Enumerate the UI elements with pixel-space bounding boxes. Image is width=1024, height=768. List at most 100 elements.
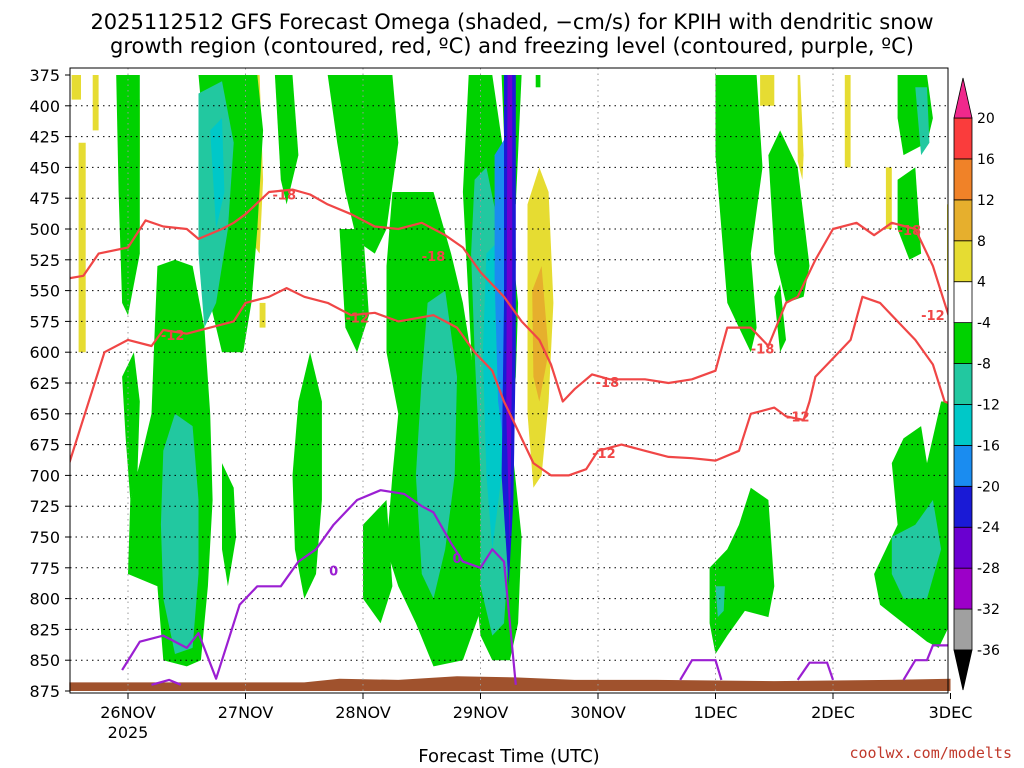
- y-tick-label: 500: [29, 220, 60, 239]
- colorbar-label: -4: [977, 316, 991, 332]
- contour-labels: -18 -18 -18 -18 -18 -12 -12 -12 -12 -12 0 0: [161, 189, 945, 580]
- omega-green: [274, 75, 299, 205]
- contour-freezing-level-extra: [796, 661, 835, 681]
- omega-yellow: [71, 75, 81, 100]
- omega-green: [874, 401, 948, 648]
- colorbar-label: 12: [977, 193, 995, 209]
- colorbar-label: -24: [977, 520, 1000, 536]
- x-tick-label: 2DEC: [811, 703, 855, 722]
- contour-label: 0: [452, 552, 461, 567]
- colorbar-band: [953, 199, 973, 242]
- colorbar-high-arrow: [953, 77, 973, 119]
- colorbar-label: -20: [977, 479, 1000, 495]
- contour-label: -12: [161, 329, 185, 344]
- contours: [70, 188, 948, 686]
- omega-purple: [506, 75, 513, 550]
- omega-teal: [715, 586, 725, 618]
- omega-yellow: [760, 75, 775, 106]
- omega-yellow: [92, 75, 99, 131]
- colorbar-label: 16: [977, 152, 995, 168]
- contour-label: -18: [422, 250, 446, 265]
- omega-teal: [915, 87, 930, 156]
- contour-label: -18: [596, 376, 620, 391]
- omega-green: [715, 75, 763, 353]
- credit-text: coolwx.com/modelts: [849, 744, 1012, 762]
- omega-teal: [415, 290, 457, 599]
- colorbar-band: [953, 608, 973, 651]
- colorbar-label: -8: [977, 357, 991, 373]
- x-tick-label: 3DEC: [929, 703, 973, 722]
- omega-green: [363, 500, 393, 624]
- y-tick-label: 600: [29, 343, 60, 362]
- omega-green: [897, 167, 922, 260]
- contour-label: -12: [345, 312, 369, 327]
- y-tick-label: 700: [29, 466, 60, 485]
- omega-green: [535, 75, 541, 88]
- terrain-band: [69, 676, 951, 691]
- contour-dgz_minus12: [70, 287, 948, 477]
- contour-label: 0: [329, 564, 338, 579]
- y-tick-label: 675: [29, 436, 60, 455]
- omega-yellow: [797, 75, 804, 180]
- colorbar-band: [953, 240, 973, 283]
- omega-green: [339, 229, 369, 353]
- colorbar-label: -28: [977, 561, 1000, 577]
- colorbar-label: 4: [977, 275, 986, 291]
- contour-freezing-level-extra: [679, 659, 723, 681]
- omega-green: [709, 487, 775, 654]
- chart-title-line-1: 2025112512 GFS Forecast Omega (shaded, −…: [90, 10, 933, 34]
- colorbar-band: [953, 363, 973, 405]
- omega-cyan: [210, 118, 225, 229]
- colorbar-band: [953, 444, 973, 487]
- y-tick-label: 575: [29, 312, 60, 331]
- contour-label: -18: [751, 343, 775, 358]
- y-tick-label: 625: [29, 374, 60, 393]
- x-tick-sublabel: 2025: [108, 723, 149, 742]
- contour-freezing_level: [121, 489, 517, 685]
- colorbar-band: [953, 322, 973, 364]
- y-tick-label: 875: [29, 682, 60, 701]
- y-tick-label: 750: [29, 528, 60, 547]
- contour-label: -18: [898, 224, 922, 239]
- y-axis: 375 400 425 450 475 500 525 550 575 600 625 650 675 7…: [29, 66, 70, 701]
- omega-green: [768, 130, 810, 303]
- colorbar-label: 8: [977, 234, 986, 250]
- contour-label: -12: [592, 447, 616, 462]
- y-tick-label: 475: [29, 189, 60, 208]
- y-tick-label: 825: [29, 620, 60, 639]
- omega-green: [327, 75, 399, 254]
- omega-orange: [532, 266, 549, 402]
- colorbar: -36 -32 -28 -24 -20 -16 -12 -8 -4 4 8 12 16 20: [953, 77, 1000, 691]
- contour-freezing-level-extra: [151, 678, 182, 686]
- contour-dgz_minus18: [70, 188, 948, 403]
- colorbar-label: -32: [977, 602, 1000, 618]
- contour-freezing-level-extra: [902, 644, 948, 681]
- y-tick-label: 725: [29, 497, 60, 516]
- y-tick-label: 850: [29, 651, 60, 670]
- omega-yellow: [259, 302, 266, 328]
- y-tick-label: 375: [29, 66, 60, 85]
- colorbar-band: [953, 485, 973, 528]
- x-axis-label: Forecast Time (UTC): [418, 746, 599, 767]
- y-tick-label: 425: [29, 128, 60, 147]
- colorbar-band: [953, 526, 973, 569]
- y-tick-label: 800: [29, 590, 60, 609]
- omega-green: [222, 463, 237, 587]
- omega-shading: [71, 75, 948, 667]
- colorbar-low-arrow: [953, 649, 973, 691]
- y-tick-label: 400: [29, 97, 60, 116]
- y-tick-label: 650: [29, 405, 60, 424]
- x-tick-label: 29NOV: [453, 703, 509, 722]
- x-tick-label: 28NOV: [335, 703, 391, 722]
- contour-label: -12: [921, 309, 945, 324]
- y-tick-label: 525: [29, 251, 60, 270]
- omega-teal: [891, 500, 942, 599]
- contour-label: -12: [786, 410, 810, 425]
- omega-yellow: [844, 75, 851, 168]
- colorbar-band: [953, 158, 973, 201]
- colorbar-band: [953, 404, 973, 446]
- colorbar-band: [953, 567, 973, 610]
- y-tick-label: 775: [29, 559, 60, 578]
